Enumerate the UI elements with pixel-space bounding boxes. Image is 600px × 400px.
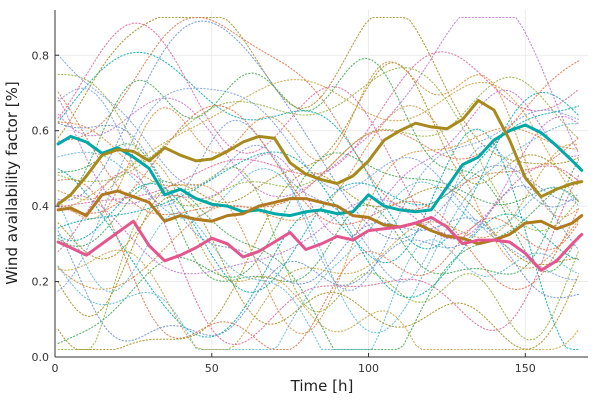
background-scenario-lines	[57, 16, 580, 351]
scenario-line-21	[57, 61, 580, 220]
scenario-line-37	[57, 194, 580, 350]
y-axis-label: Wind availability factor [%]	[3, 81, 21, 284]
scenario-line-8	[57, 166, 580, 351]
scenario-line-34	[57, 87, 580, 292]
scenario-line-6	[57, 171, 580, 346]
scenario-line-38	[57, 104, 580, 291]
x-axis-label: Time [h]	[290, 377, 354, 395]
scenario-line-29	[57, 89, 580, 240]
y-tick-label-0: 0.0	[32, 351, 50, 364]
series-line-1	[56, 99, 584, 206]
scenario-line-18	[57, 51, 580, 208]
scenario-line-17	[57, 115, 580, 275]
y-tick-label-3: 0.6	[32, 125, 50, 138]
scenario-line-36	[57, 105, 580, 293]
scenario-line-2	[57, 16, 580, 210]
scenario-line-22	[57, 54, 580, 291]
scenario-line-0	[57, 51, 580, 250]
scenario-line-30	[57, 22, 580, 237]
scenario-line-3	[57, 143, 580, 283]
axes	[54, 10, 588, 358]
scenario-line-14	[57, 178, 580, 351]
x-tick-label-3: 150	[515, 362, 536, 375]
x-tick-label-2: 100	[358, 362, 379, 375]
highlighted-series	[56, 99, 584, 272]
scenario-line-19	[57, 201, 580, 351]
scenario-line-5	[57, 16, 580, 198]
scenario-line-25	[57, 171, 580, 351]
scenario-line-1	[57, 16, 580, 165]
scenario-line-31	[57, 181, 580, 351]
scenario-line-27	[57, 152, 580, 345]
grid	[54, 10, 588, 358]
x-tick-label-1: 50	[205, 362, 219, 375]
scenario-line-39	[57, 57, 580, 273]
scenario-line-4	[57, 20, 580, 240]
y-tick-label-4: 0.8	[32, 49, 50, 62]
scenario-line-24	[57, 151, 580, 299]
scenario-line-32	[57, 66, 580, 232]
series-line-2	[56, 189, 584, 246]
tick-labels: 0 50 100 150 0.0 0.2 0.4 0.6 0.8	[32, 49, 536, 375]
scenario-line-13	[57, 62, 580, 318]
scenario-line-28	[57, 185, 580, 342]
scenario-line-35	[57, 143, 580, 351]
scenario-line-33	[57, 121, 580, 335]
scenario-line-16	[57, 122, 580, 299]
series-line-3	[56, 215, 584, 272]
y-tick-label-1: 0.2	[32, 276, 50, 289]
y-tick-label-2: 0.4	[32, 200, 50, 213]
scenario-line-23	[57, 79, 580, 211]
x-tick-label-0: 0	[52, 362, 59, 375]
series-line-0	[56, 123, 584, 218]
